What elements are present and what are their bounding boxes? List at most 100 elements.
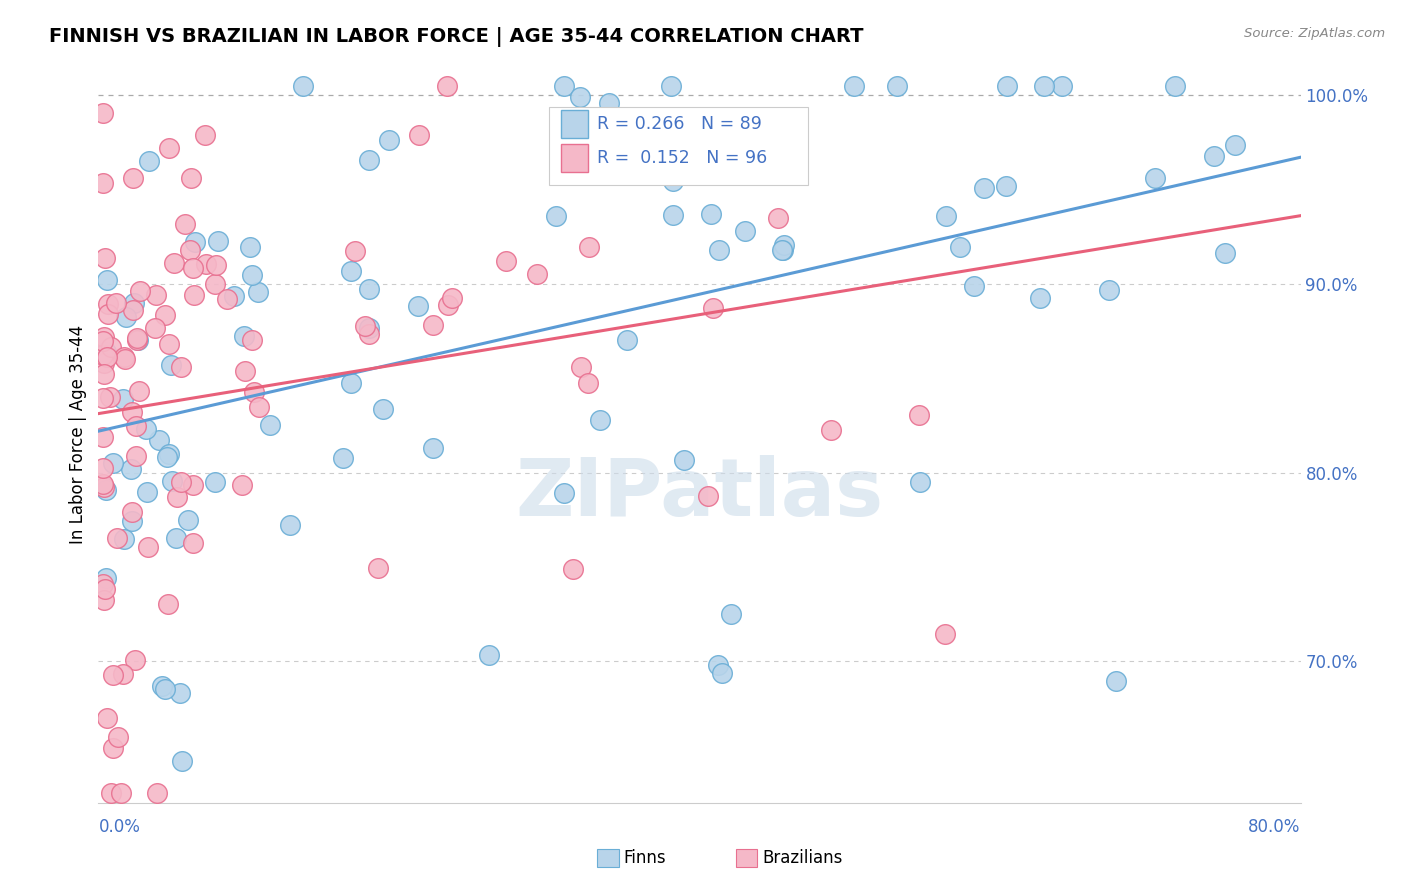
Point (436, 78, 458, 93)
Point (96, 273, 118, 287)
Point (562, 562, 585, 576)
Point (93, 480, 115, 494)
Text: 0.0%: 0.0% (98, 818, 141, 836)
Point (616, 333, 638, 347)
Point (112, 532, 135, 546)
Point (91, 460, 114, 475)
Point (340, 264, 363, 278)
Point (596, 150, 619, 164)
Point (94, 483, 117, 498)
Point (153, 682, 176, 697)
Y-axis label: In Labor Force | Age 35-44: In Labor Force | Age 35-44 (69, 326, 87, 544)
Point (143, 321, 166, 335)
Point (371, 402, 394, 417)
Point (240, 333, 263, 347)
Point (478, 648, 501, 663)
Point (627, 118, 650, 132)
Point (1029, 291, 1052, 305)
Point (169, 686, 191, 700)
Point (93, 176, 115, 190)
Point (93, 593, 115, 607)
Point (741, 128, 763, 142)
Point (259, 418, 281, 433)
Point (440, 292, 463, 306)
Point (177, 513, 200, 527)
Point (156, 450, 179, 464)
Point (598, 95, 620, 110)
Point (339, 376, 361, 391)
Point (91, 106, 114, 120)
Point (526, 267, 548, 281)
Point (170, 475, 193, 490)
Point (101, 741, 124, 756)
Point (246, 285, 269, 299)
Point (91, 334, 114, 348)
Point (278, 518, 301, 533)
Point (910, 475, 932, 489)
Point (357, 321, 380, 335)
Point (772, 243, 794, 257)
Point (91, 348, 114, 362)
Point (886, 78, 908, 93)
Point (170, 360, 193, 375)
Point (495, 253, 517, 268)
Point (1144, 171, 1167, 186)
Point (576, 376, 599, 391)
Point (773, 238, 796, 252)
Point (135, 422, 157, 436)
Point (659, 78, 682, 93)
Point (157, 141, 180, 155)
Point (1204, 149, 1226, 163)
Point (100, 786, 122, 800)
Text: ZIPatlas: ZIPatlas (516, 455, 883, 533)
Bar (598, 849, 619, 867)
Point (114, 351, 136, 366)
Bar (735, 849, 758, 867)
Point (93, 330, 115, 344)
Point (160, 359, 183, 373)
Point (183, 287, 205, 301)
Point (422, 442, 444, 456)
Point (217, 293, 239, 307)
Text: Source: ZipAtlas.com: Source: ZipAtlas.com (1244, 27, 1385, 40)
Text: R = 0.266   N = 89: R = 0.266 N = 89 (598, 115, 762, 133)
Point (353, 318, 375, 333)
Point (247, 401, 270, 415)
Point (1097, 283, 1119, 297)
Point (772, 243, 794, 257)
Point (93, 356, 115, 370)
Point (96, 345, 118, 359)
Text: Brazilians: Brazilians (762, 849, 842, 867)
Point (174, 217, 197, 231)
Point (170, 755, 193, 769)
Point (163, 256, 186, 270)
Point (231, 477, 253, 491)
Point (129, 284, 152, 298)
Point (104, 296, 127, 310)
Point (91, 576, 114, 591)
Point (544, 209, 567, 223)
Point (697, 489, 720, 503)
Point (136, 540, 159, 554)
Point (148, 433, 170, 447)
Bar (561, 111, 588, 138)
Point (696, 115, 718, 129)
Point (357, 326, 380, 341)
Point (243, 384, 266, 399)
Point (422, 318, 444, 333)
Point (179, 243, 201, 257)
Point (1052, 78, 1074, 93)
Point (710, 666, 733, 681)
Point (204, 277, 226, 292)
Point (702, 301, 724, 316)
Point (181, 478, 204, 492)
Point (820, 423, 842, 437)
Point (96, 350, 118, 364)
Point (124, 653, 146, 667)
Point (93, 368, 115, 382)
Point (195, 256, 218, 270)
Point (707, 658, 730, 673)
Point (91, 430, 114, 444)
Point (120, 461, 142, 475)
Point (112, 666, 135, 681)
